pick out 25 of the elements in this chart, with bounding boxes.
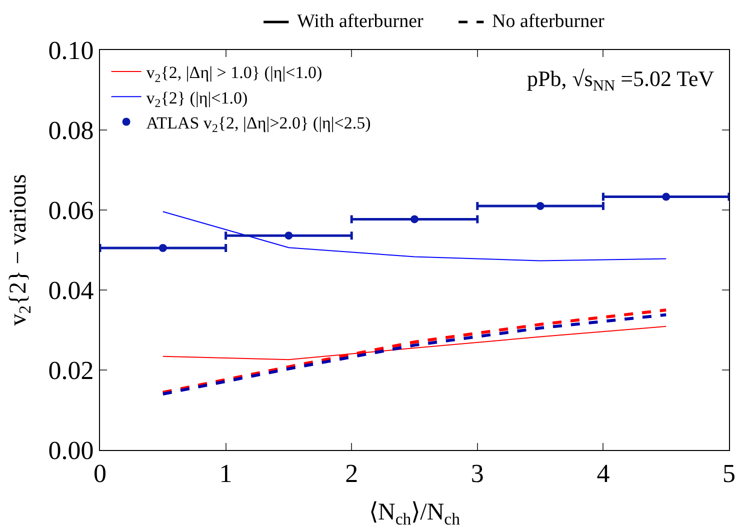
x-axis-title: ⟨N$_{ch}$⟩/N$_{ch}$ bbox=[368, 500, 461, 529]
point bbox=[536, 202, 544, 210]
point bbox=[158, 244, 167, 252]
point bbox=[410, 215, 418, 224]
x-tick-label: 5 bbox=[722, 459, 736, 488]
x-tick-label: 0 bbox=[94, 459, 106, 488]
x-tick-label: 3 bbox=[470, 459, 484, 488]
y-tick-label: 0.10 bbox=[48, 36, 94, 66]
legend-label: v$_{2}${2, |Δη| > 1.0} (|η|<1.0) bbox=[146, 63, 322, 85]
point bbox=[662, 192, 670, 201]
y-tick-label: 0.02 bbox=[48, 356, 94, 386]
text: No afterburner bbox=[492, 11, 606, 32]
line-series bbox=[162, 211, 667, 262]
y-tick-label: 0.08 bbox=[48, 116, 94, 146]
point bbox=[284, 232, 293, 240]
text: With afterburner bbox=[297, 11, 424, 32]
x-tick-label: 2 bbox=[345, 459, 358, 488]
legend-label: v$_{2}${2} (|η|<1.0) bbox=[146, 88, 248, 110]
y-tick-label: 0.00 bbox=[48, 436, 94, 466]
y-tick-label: 0.04 bbox=[48, 276, 94, 306]
annotation: pPb, √s$_{NN}$ =5.02 TeV bbox=[527, 66, 714, 95]
x-tick-label: 1 bbox=[219, 459, 232, 488]
y-tick-label: 0.06 bbox=[48, 196, 94, 226]
x-tick-label: 4 bbox=[596, 459, 610, 488]
legend-label: ATLAS v$_{2}${2, |Δη|>2.0} (|η|<2.5) bbox=[146, 113, 371, 135]
